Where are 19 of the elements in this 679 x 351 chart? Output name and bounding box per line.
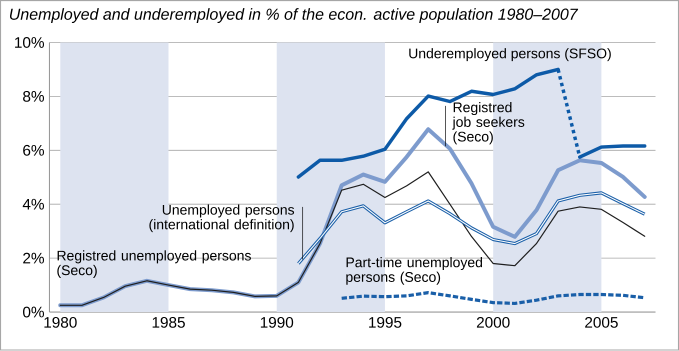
series-label: Unemployed persons (international definition) — [149, 204, 294, 232]
x-tick-label: 1985 — [152, 317, 185, 328]
x-tick-label: 1990 — [260, 317, 294, 328]
y-tick-label: 2% — [23, 252, 44, 264]
y-tick-label: 10% — [15, 37, 44, 48]
x-tick-label: 2005 — [585, 317, 618, 328]
series-label: Registred job seekers (Seco) — [452, 102, 524, 145]
y-tick-label: 4% — [22, 199, 44, 210]
y-tick-label: 0% — [23, 306, 44, 318]
chart-title: Unemployed and underemployed in % of the econ. active population 1980–2007 — [10, 8, 578, 24]
y-tick-label: 8% — [23, 91, 44, 102]
x-tick-label: 1995 — [369, 317, 402, 328]
y-tick-label: 6% — [23, 145, 44, 156]
line-series — [340, 291, 646, 306]
x-tick-label: 1980 — [44, 317, 77, 328]
x-tick-label: 2000 — [476, 317, 510, 328]
series-label: Part-time unemployed persons (Seco) — [346, 257, 482, 285]
series-label: Registred unemployed persons (Seco) — [57, 250, 251, 278]
text: Underemployed persons (SFSO) — [409, 48, 611, 62]
